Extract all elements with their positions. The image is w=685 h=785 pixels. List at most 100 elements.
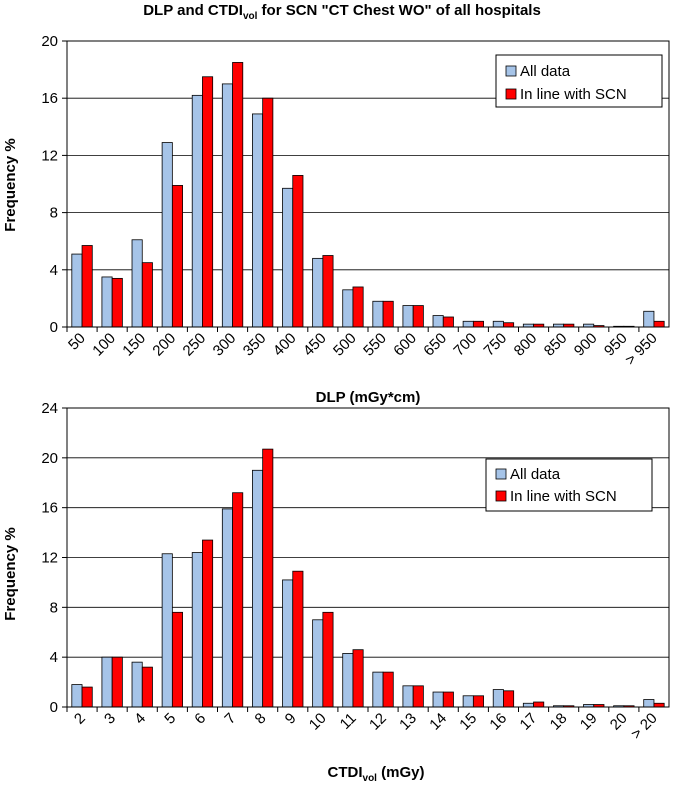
dlp-x-tick-label: 250 <box>180 330 210 360</box>
ctdi-bar-in-line <box>141 666 153 708</box>
ctdi-x-tick-label: 12 <box>366 710 390 734</box>
ctdi-bar-in-line <box>202 539 214 708</box>
ctdi-bar-all-data <box>522 702 534 708</box>
dlp-x-tick-label: 50 <box>65 330 89 354</box>
dlp-bar-all-data <box>131 239 143 328</box>
dlp-x-tick-label: 400 <box>270 330 300 360</box>
dlp-bar-all-data <box>282 187 294 328</box>
ctdi-y-axis-label: Frequency % <box>2 527 19 620</box>
dlp-x-tick-label: 850 <box>541 330 571 360</box>
ctdi-bar-all-data <box>282 579 294 708</box>
figure-title-subscript: vol <box>243 11 258 22</box>
dlp-legend-box <box>495 54 663 108</box>
dlp-bar-all-data <box>71 253 83 328</box>
ctdi-x-axis-label-prefix: CTDI <box>328 764 363 781</box>
dlp-bar-in-line <box>472 320 484 328</box>
ctdi-x-tick-label: 2 <box>71 710 89 728</box>
ctdi-bar-all-data <box>131 661 143 708</box>
ctdi-y-tick-label: 16 <box>41 500 58 517</box>
dlp-bar-in-line <box>292 175 304 328</box>
dlp-x-axis-label: DLP (mGy*cm) <box>316 389 421 406</box>
dlp-bar-in-line <box>382 300 394 328</box>
ctdi-bar-all-data <box>643 699 655 708</box>
ctdi-x-tick-labels: 2 3 4 5 6 7 8 9 10 11 12 13 14 15 16 17 18 19 20> 20 <box>71 710 661 743</box>
dlp-bar-all-data <box>252 113 264 328</box>
ctdi-x-axis-label-suffix: (mGy) <box>377 764 425 781</box>
dlp-bar-all-data <box>101 276 113 328</box>
ctdi-bar-in-line <box>292 570 304 708</box>
ctdi-x-tick-label: 8 <box>252 710 270 728</box>
ctdi-x-tick-label: 3 <box>101 710 119 728</box>
ctdi-bar-all-data <box>492 689 504 708</box>
ctdi-bar-all-data <box>402 685 414 708</box>
dlp-y-tick-label: 12 <box>41 147 58 164</box>
dlp-y-tick-label: 0 <box>50 319 58 336</box>
dlp-bar-all-data <box>312 257 324 328</box>
ctdi-legend-box <box>485 458 653 512</box>
dlp-x-tick-label: 500 <box>330 330 360 360</box>
ctdi-bar-all-data <box>342 653 354 708</box>
ctdi-bar-in-line <box>232 492 244 708</box>
dlp-bar-in-line <box>111 277 123 328</box>
ctdi-x-tick-label: 16 <box>486 710 510 734</box>
dlp-x-tick-label: 800 <box>511 330 541 360</box>
dlp-x-tick-label: 200 <box>149 330 179 360</box>
dlp-legend-label-in-line: In line with SCN <box>520 86 627 103</box>
dlp-bar-in-line <box>653 320 665 328</box>
ctdi-bar-all-data <box>71 684 83 708</box>
dlp-y-tick-label: 4 <box>50 262 58 279</box>
ctdi-y-tick-label: 24 <box>41 400 58 417</box>
dlp-bar-in-line <box>412 305 424 328</box>
dlp-legend-label-all-data: All data <box>520 63 571 80</box>
ctdi-x-tick-label: 18 <box>547 710 571 734</box>
ctdi-bar-in-line <box>111 656 123 708</box>
ctdi-gridlines <box>62 407 669 712</box>
dlp-bar-in-line <box>141 262 153 328</box>
ctdi-bar-in-line <box>472 695 484 708</box>
figure-title-prefix: DLP and CTDI <box>143 2 243 19</box>
ctdi-bar-all-data <box>191 552 203 708</box>
ctdi-bar-in-line <box>533 701 545 708</box>
ctdi-legend-swatch-in-line <box>495 490 507 502</box>
ctdi-x-tick-label: 7 <box>221 710 239 728</box>
dlp-bar-in-line <box>232 62 244 328</box>
dlp-x-tick-label: 700 <box>450 330 480 360</box>
dlp-x-tick-label: 100 <box>89 330 119 360</box>
ctdi-bar-in-line <box>503 690 515 708</box>
ctdi-x-tick-label: 11 <box>337 710 360 733</box>
dlp-bar-all-data <box>342 289 354 328</box>
dlp-bar-all-data <box>643 310 655 328</box>
dlp-bars <box>71 62 665 328</box>
dlp-bar-in-line <box>503 322 515 328</box>
figure-title: DLP and CTDIvol for SCN "CT Chest WO" of… <box>143 2 541 22</box>
ctdi-x-tick-label: 14 <box>426 710 450 734</box>
dlp-x-tick-label: 600 <box>390 330 420 360</box>
figure-title-suffix: for SCN "CT Chest WO" of all hospitals <box>257 2 540 19</box>
dlp-x-tick-label: 300 <box>210 330 240 360</box>
dlp-bar-in-line <box>322 255 334 328</box>
ctdi-bar-all-data <box>252 469 264 708</box>
ctdi-bar-in-line <box>81 686 93 708</box>
ctdi-bar-all-data <box>462 695 474 708</box>
ctdi-bar-in-line <box>653 702 665 708</box>
ctdi-plot-frame <box>66 407 670 708</box>
ctdi-x-tick-label: 5 <box>161 710 179 728</box>
dlp-x-tick-label: 900 <box>571 330 601 360</box>
ctdi-legend-label-in-line: In line with SCN <box>510 488 617 505</box>
ctdi-x-tick-label: 6 <box>191 710 209 728</box>
ctdi-bar-all-data <box>221 508 233 708</box>
ctdi-y-tick-label: 0 <box>50 699 58 716</box>
dlp-bar-in-line <box>81 245 93 328</box>
ctdi-legend: All data In line with SCN <box>485 458 653 512</box>
ctdi-bar-in-line <box>322 611 334 708</box>
ctdi-x-tick-label: 20 <box>607 710 631 734</box>
dlp-y-tick-label: 16 <box>41 90 58 107</box>
ctdi-x-tick-label: 13 <box>396 710 420 734</box>
ctdi-bar-all-data <box>312 619 324 708</box>
dlp-x-tick-label: 650 <box>420 330 450 360</box>
ctdi-y-tick-label: 12 <box>41 550 58 567</box>
ctdi-bar-in-line <box>442 691 454 708</box>
dlp-x-tick-label: > 950 <box>622 330 661 369</box>
